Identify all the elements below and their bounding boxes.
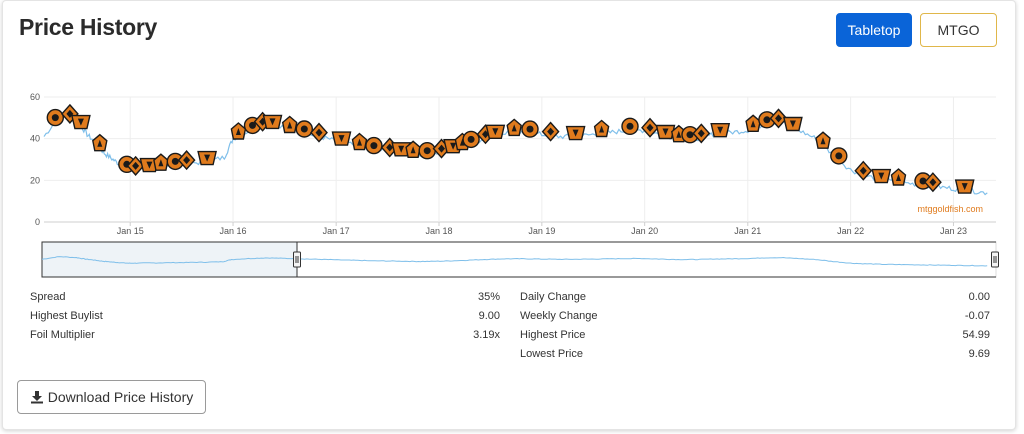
stat-row: Spread 35% [30, 287, 500, 306]
navigator-handle[interactable] [991, 251, 999, 268]
set-icon[interactable] [692, 123, 711, 144]
stat-row: Weekly Change -0.07 [520, 306, 990, 325]
x-tick-label: Jan 18 [425, 226, 452, 236]
set-icon[interactable] [197, 150, 217, 166]
set-icon-layer [46, 103, 975, 194]
set-icon[interactable] [641, 117, 659, 138]
set-icon[interactable] [854, 160, 873, 181]
download-label: Download Price History [47, 389, 194, 405]
set-icon[interactable] [923, 172, 942, 193]
stat-label: Weekly Change [520, 309, 598, 322]
set-icon[interactable] [418, 141, 436, 160]
set-icon[interactable] [365, 136, 383, 155]
mtgo-button[interactable]: MTGO [920, 13, 997, 47]
set-icon[interactable] [758, 111, 776, 129]
x-tick-label: Jan 21 [734, 226, 761, 236]
y-tick-label: 60 [30, 92, 40, 102]
stat-row: Foil Multiplier 3.19x [30, 325, 500, 344]
x-tick-label: Jan 15 [117, 226, 144, 236]
set-icon[interactable] [815, 131, 831, 149]
download-icon [30, 391, 43, 404]
set-icon[interactable] [177, 150, 196, 171]
stat-value: 9.69 [968, 347, 990, 360]
set-icon[interactable] [541, 121, 560, 142]
navigator-mask [41, 241, 298, 278]
stat-value: 54.99 [962, 328, 990, 341]
set-icon[interactable] [230, 122, 247, 140]
set-icon[interactable] [954, 179, 975, 194]
set-icon[interactable] [655, 124, 676, 140]
stat-value: -0.07 [964, 309, 990, 322]
set-icon[interactable] [462, 130, 480, 149]
set-icon[interactable] [710, 122, 731, 138]
stat-row: Highest Price 54.99 [520, 325, 990, 344]
chart-watermark: mtggoldfish.com [917, 204, 983, 214]
set-icon[interactable] [391, 142, 412, 157]
stat-value: 0.00 [968, 290, 990, 303]
set-icon[interactable] [295, 120, 313, 138]
navigator-selection [297, 241, 996, 278]
y-tick-label: 0 [35, 217, 40, 227]
set-icon[interactable] [745, 114, 761, 133]
set-icon[interactable] [485, 124, 506, 140]
stat-value: 3.19x [473, 328, 500, 341]
y-tick-label: 20 [30, 175, 40, 185]
set-icon[interactable] [153, 153, 169, 171]
page-title: Price History [19, 14, 157, 40]
stat-label: Daily Change [520, 290, 587, 303]
set-icon[interactable] [593, 119, 610, 138]
set-icon[interactable] [890, 168, 907, 186]
set-icon[interactable] [351, 132, 368, 151]
x-tick-label: Jan 16 [220, 226, 247, 236]
range-navigator[interactable] [41, 241, 999, 278]
chart-grid [44, 96, 996, 226]
navigator-line [41, 256, 988, 267]
navigator-handle[interactable] [293, 251, 301, 268]
stat-label: Spread [30, 290, 66, 303]
stat-label: Lowest Price [520, 347, 583, 360]
x-tick-label: Jan 17 [323, 226, 350, 236]
stat-label: Highest Price [520, 328, 586, 341]
stat-label: Foil Multiplier [30, 328, 95, 341]
set-icon[interactable] [783, 116, 803, 132]
set-icon[interactable] [331, 131, 352, 146]
x-tick-label: Jan 19 [528, 226, 555, 236]
set-icon[interactable] [92, 133, 108, 152]
y-tick-label: 40 [30, 134, 40, 144]
set-icon[interactable] [310, 122, 328, 143]
set-icon[interactable] [281, 115, 298, 134]
stat-row: Highest Buylist 9.00 [30, 306, 500, 325]
download-price-history-button[interactable]: Download Price History [17, 380, 206, 414]
set-icon[interactable] [506, 118, 522, 137]
set-icon[interactable] [405, 140, 421, 159]
set-icon[interactable] [830, 147, 848, 165]
y-axis: 0 20 40 60 [30, 92, 40, 227]
set-icon[interactable] [521, 120, 539, 138]
set-icon[interactable] [565, 125, 586, 141]
stat-value: 35% [477, 290, 500, 303]
set-icon[interactable] [769, 108, 788, 129]
x-axis: Jan 15 Jan 16 Jan 17 Jan 18 Jan 19 Jan 20 Jan … [117, 226, 967, 236]
stat-label: Highest Buylist [30, 309, 103, 322]
tabletop-button[interactable]: Tabletop [836, 13, 912, 47]
x-tick-label: Jan 22 [837, 226, 864, 236]
set-icon[interactable] [262, 114, 283, 130]
stat-row: Lowest Price 9.69 [520, 344, 990, 363]
stat-value: 9.00 [478, 309, 500, 322]
set-icon[interactable] [621, 117, 639, 136]
x-tick-label: Jan 20 [631, 226, 658, 236]
set-icon[interactable] [71, 114, 91, 130]
x-tick-label: Jan 23 [940, 226, 967, 236]
set-icon[interactable] [46, 108, 64, 127]
set-icon[interactable] [871, 168, 892, 184]
stat-row: Daily Change 0.00 [520, 287, 990, 306]
